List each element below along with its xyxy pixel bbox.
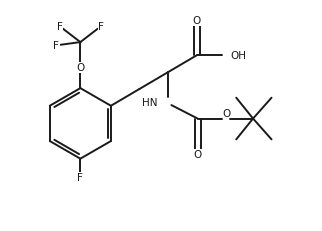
Text: F: F bbox=[53, 41, 59, 51]
Text: F: F bbox=[77, 172, 83, 182]
Text: F: F bbox=[98, 22, 104, 32]
Text: F: F bbox=[57, 22, 62, 32]
Text: HN: HN bbox=[142, 97, 158, 107]
Text: O: O bbox=[76, 63, 84, 73]
Text: O: O bbox=[222, 108, 230, 118]
Text: O: O bbox=[194, 150, 202, 160]
Text: O: O bbox=[193, 16, 201, 26]
Text: OH: OH bbox=[230, 51, 246, 61]
